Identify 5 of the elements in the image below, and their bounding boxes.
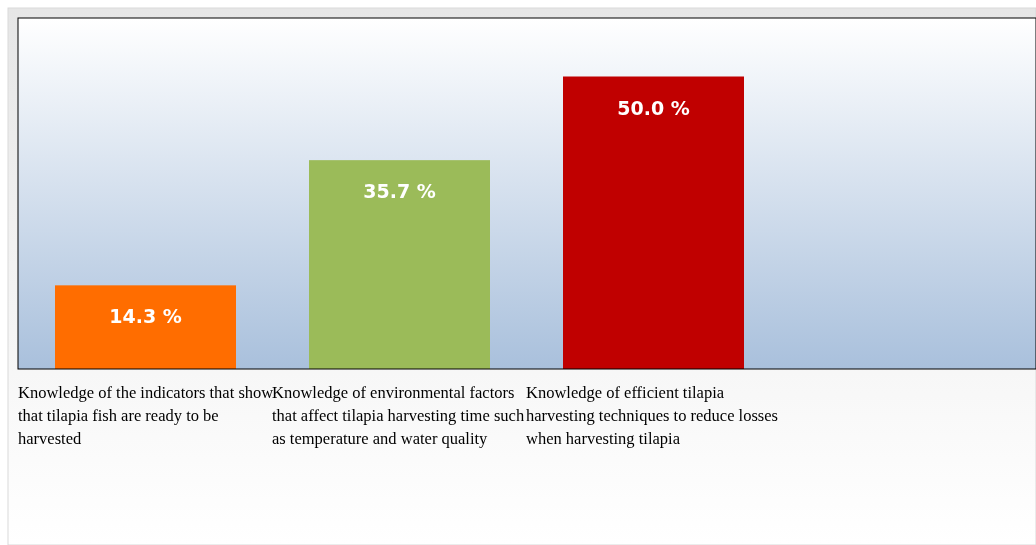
data-label: 50.0 % <box>617 96 690 119</box>
x-tick-label: Knowledge of efficient tilapia harvesting techniques to reduce losses when harvesting tilapia <box>526 382 779 450</box>
data-label: 35.7 % <box>363 180 436 203</box>
data-label: 14.3 % <box>109 305 182 328</box>
x-tick-label: Knowledge of environmental factors that affect tilapia harvesting time such as temperature and water quality <box>272 383 525 448</box>
